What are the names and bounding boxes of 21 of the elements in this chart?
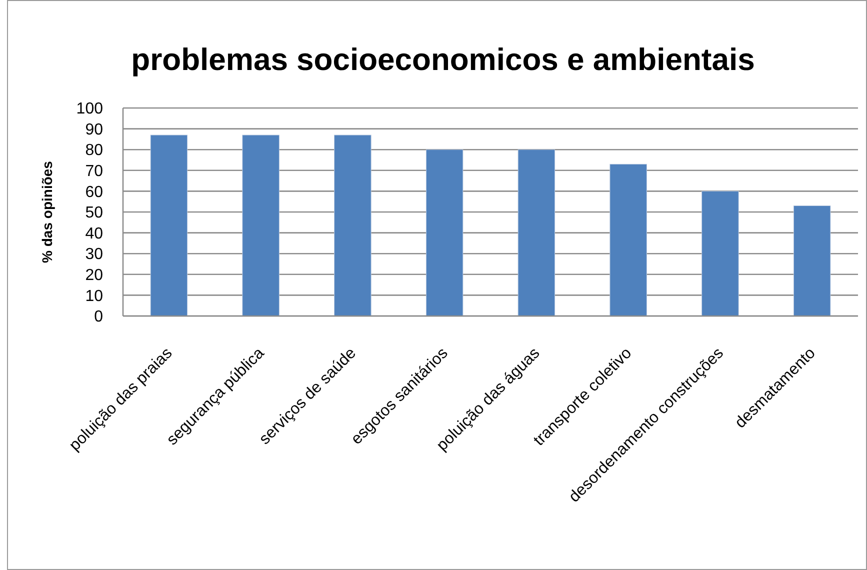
y-tick-label: 80 bbox=[85, 142, 104, 160]
bar bbox=[702, 190, 739, 316]
y-tick-label: 100 bbox=[76, 100, 104, 118]
y-tick-label: 90 bbox=[85, 121, 104, 138]
y-tick-label: 60 bbox=[85, 184, 104, 201]
y-tick-label: 20 bbox=[85, 267, 104, 284]
y-tick-label: 50 bbox=[85, 204, 104, 222]
chart-title: problemas socioeconomicos e ambientais bbox=[131, 42, 755, 77]
y-tick-label: 40 bbox=[85, 225, 104, 242]
y-tick-label: 10 bbox=[85, 288, 104, 305]
y-tick-label: 0 bbox=[94, 308, 104, 326]
y-tick-label: 30 bbox=[85, 246, 104, 264]
bar bbox=[793, 206, 831, 316]
bar bbox=[150, 134, 188, 316]
bar bbox=[334, 134, 372, 316]
bar bbox=[610, 164, 647, 316]
bar bbox=[242, 134, 280, 316]
bar bbox=[426, 149, 464, 316]
bar bbox=[518, 149, 556, 316]
y-tick-label: 70 bbox=[85, 163, 104, 180]
y-axis-title: % das opiniões bbox=[39, 160, 55, 263]
